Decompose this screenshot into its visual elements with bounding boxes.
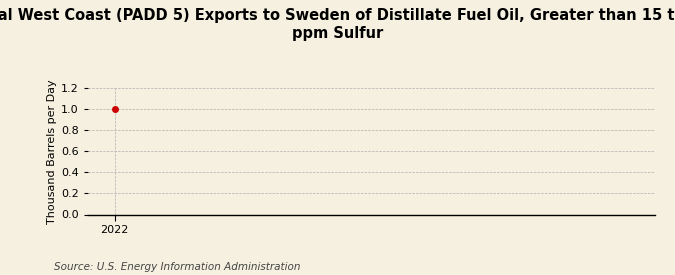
Y-axis label: Thousand Barrels per Day: Thousand Barrels per Day bbox=[47, 79, 57, 224]
Text: Annual West Coast (PADD 5) Exports to Sweden of Distillate Fuel Oil, Greater tha: Annual West Coast (PADD 5) Exports to Sw… bbox=[0, 8, 675, 41]
Text: Source: U.S. Energy Information Administration: Source: U.S. Energy Information Administ… bbox=[54, 262, 300, 272]
